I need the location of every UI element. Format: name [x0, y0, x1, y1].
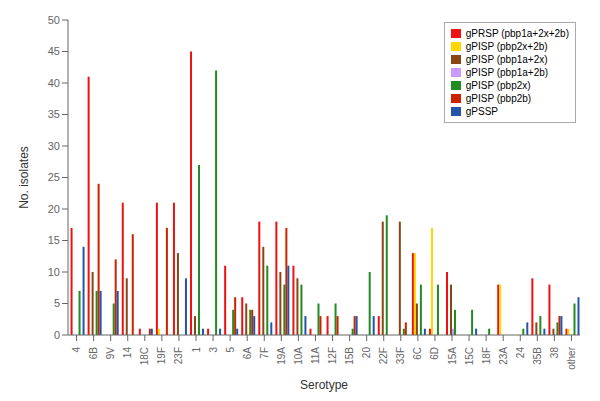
svg-text:22F: 22F: [378, 347, 389, 364]
svg-text:10A: 10A: [293, 347, 304, 365]
svg-text:6C: 6C: [412, 347, 423, 360]
html-text:gPISP (pbp1a+2b): gPISP (pbp1a+2b): [465, 67, 549, 78]
svg-text:12F: 12F: [327, 347, 338, 364]
svg-text:15C: 15C: [464, 347, 475, 365]
svg-text:19F: 19F: [156, 347, 167, 364]
svg-text:7F: 7F: [259, 347, 270, 359]
svg-text:40: 40: [48, 77, 60, 89]
svg-text:35: 35: [48, 108, 60, 120]
svg-text:3: 3: [208, 347, 219, 353]
svg-text:15A: 15A: [447, 347, 458, 365]
html-text:gPRSP (pbp1a+2x+2b): gPRSP (pbp1a+2x+2b): [465, 28, 569, 39]
svg-text:5: 5: [225, 347, 236, 353]
svg-text:50: 50: [48, 14, 60, 26]
html-text:gPISP (pbp2x): gPISP (pbp2x): [465, 80, 531, 91]
svg-text:10: 10: [48, 266, 60, 278]
svg-text:6A: 6A: [242, 347, 253, 360]
svg-text:25: 25: [48, 171, 60, 183]
svg-text:33F: 33F: [395, 347, 406, 364]
svg-text:20: 20: [361, 347, 372, 359]
svg-text:6D: 6D: [429, 347, 440, 360]
svg-text:No. isolates: No. isolates: [17, 146, 31, 209]
svg-text:30: 30: [48, 140, 60, 152]
svg-text:20: 20: [48, 203, 60, 215]
html-text:gPSSP: gPSSP: [465, 106, 498, 117]
html-text:gPISP (pbp1a+2x): gPISP (pbp1a+2x): [465, 54, 548, 65]
svg-text:35B: 35B: [532, 347, 543, 365]
svg-text:23A: 23A: [498, 347, 509, 365]
svg-text:18C: 18C: [139, 347, 150, 365]
svg-text:24: 24: [515, 347, 526, 359]
html-text:gPISP (pbp2b): gPISP (pbp2b): [465, 93, 532, 104]
svg-text:Serotype: Serotype: [300, 378, 348, 392]
svg-text:11A: 11A: [310, 347, 321, 364]
svg-text:38: 38: [549, 347, 560, 359]
svg-text:9V: 9V: [105, 347, 116, 360]
svg-text:5: 5: [54, 297, 60, 309]
svg-text:15: 15: [48, 234, 60, 246]
svg-text:18F: 18F: [481, 347, 492, 364]
svg-text:1: 1: [191, 347, 202, 353]
svg-text:other: other: [566, 346, 577, 369]
svg-text:23F: 23F: [173, 347, 184, 364]
html-text:gPISP (pbp2x+2b): gPISP (pbp2x+2b): [465, 41, 548, 52]
svg-text:15B: 15B: [344, 347, 355, 365]
svg-text:14: 14: [122, 347, 133, 359]
svg-text:4: 4: [71, 347, 82, 353]
svg-text:19A: 19A: [276, 347, 287, 365]
svg-text:45: 45: [48, 45, 60, 57]
svg-text:0: 0: [54, 329, 60, 341]
svg-text:6B: 6B: [88, 347, 99, 360]
